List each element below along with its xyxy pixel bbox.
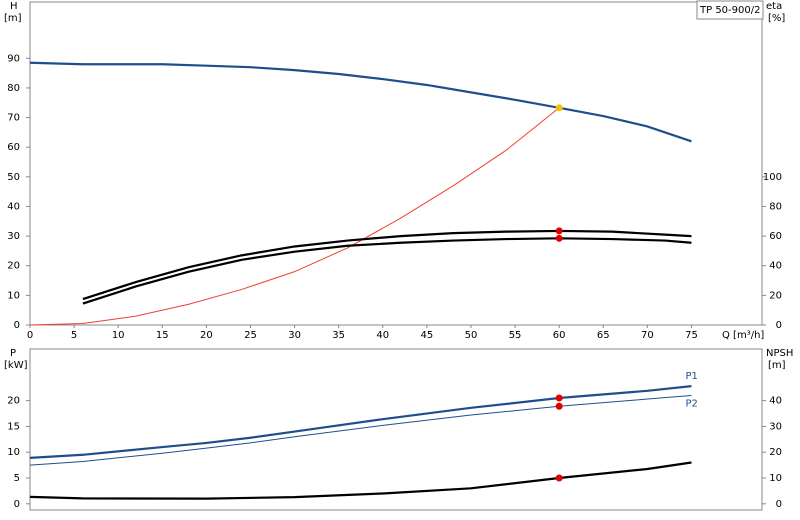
y-tick-label: 15 [7, 421, 20, 432]
series-label: P2 [685, 398, 697, 409]
duty-point [555, 394, 563, 402]
y2-tick-label: 100 [763, 172, 782, 183]
label-box [696, 0, 764, 20]
y2-tick-label: 0 [776, 320, 782, 331]
x-tick-label: 45 [421, 330, 434, 341]
y-tick-label: 10 [7, 447, 20, 458]
x-tick-label: 25 [244, 330, 257, 341]
curve [29, 461, 692, 500]
y2-axis-unit: [%] [768, 13, 785, 24]
curve [82, 229, 692, 301]
x-tick-label: 30 [288, 330, 301, 341]
x-tick-label: 75 [685, 330, 698, 341]
y-tick-label: 50 [7, 172, 20, 183]
x-tick-label: 20 [200, 330, 213, 341]
y2-tick-label: 20 [769, 290, 782, 301]
duty-point [555, 104, 563, 112]
y-tick-label: 10 [7, 290, 20, 301]
y-tick-label: 0 [14, 320, 20, 331]
y2-tick-label: 80 [769, 201, 782, 212]
curve [29, 385, 692, 459]
y-tick-label: 30 [7, 231, 20, 242]
y-axis-unit: [kW] [4, 360, 28, 371]
curve [82, 237, 692, 305]
y2-tick-label: 10 [769, 473, 782, 484]
y-tick-label: 70 [7, 113, 20, 124]
series-label: P1 [685, 371, 697, 382]
curve [29, 61, 692, 143]
x-tick-label: 35 [332, 330, 345, 341]
y-axis-unit: [m] [4, 13, 22, 24]
y-tick-label: 0 [14, 499, 20, 510]
y2-axis-label: eta [766, 1, 782, 12]
x-tick-label: 60 [553, 330, 566, 341]
y-tick-label: 80 [7, 83, 20, 94]
duty-point [555, 234, 563, 242]
y2-tick-label: 60 [769, 231, 782, 242]
x-tick-label: 50 [465, 330, 478, 341]
x-tick-label: 65 [597, 330, 610, 341]
y-tick-label: 5 [14, 473, 20, 484]
x-tick-label: 40 [376, 330, 389, 341]
x-tick-label: 5 [71, 330, 77, 341]
y2-axis-unit: [m] [768, 360, 786, 371]
y-tick-label: 90 [7, 53, 20, 64]
y-tick-label: 20 [7, 396, 20, 407]
y-tick-label: 40 [7, 201, 20, 212]
y-axis-label: H [10, 1, 18, 12]
x-tick-label: 55 [509, 330, 522, 341]
y2-tick-label: 40 [769, 261, 782, 272]
curve [29, 394, 692, 466]
duty-point [555, 402, 563, 410]
y2-tick-label: 20 [769, 447, 782, 458]
x-tick-label: 70 [641, 330, 654, 341]
curve [29, 107, 560, 326]
plot-frame [29, 1, 763, 326]
x-tick-label: 15 [156, 330, 169, 341]
duty-point [555, 227, 563, 235]
y2-axis-label: NPSH [766, 348, 793, 359]
y2-tick-label: 0 [776, 499, 782, 510]
plot-frame [29, 348, 763, 511]
x-axis-label: Q [m³/h] [722, 330, 764, 341]
y-tick-label: 60 [7, 142, 20, 153]
pump-label: TP 50-900/2 [699, 5, 760, 16]
x-tick-label: 10 [112, 330, 125, 341]
y-tick-label: 20 [7, 261, 20, 272]
x-tick-label: 0 [27, 330, 33, 341]
y2-tick-label: 40 [769, 396, 782, 407]
duty-point [555, 474, 563, 482]
y2-tick-label: 30 [769, 421, 782, 432]
y-axis-label: P [10, 348, 16, 359]
